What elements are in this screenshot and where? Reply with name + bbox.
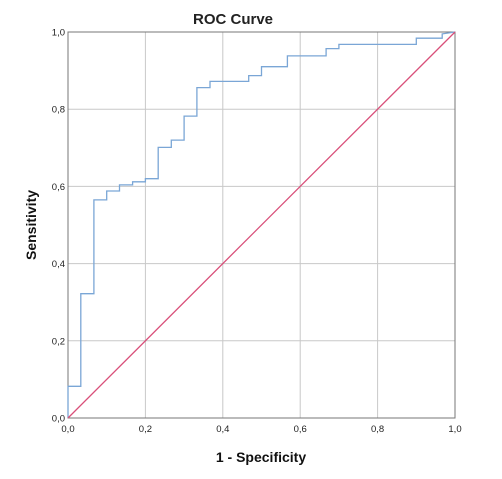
x-axis-title: 1 - Specificity <box>216 449 306 465</box>
x-tick-label: 0,6 <box>294 424 307 435</box>
plot-frame <box>67 31 456 419</box>
x-tick-label: 0,0 <box>61 424 74 435</box>
gridlines <box>68 32 455 418</box>
y-tick-label: 0,0 <box>52 414 65 425</box>
x-tick-label: 0,8 <box>371 424 384 435</box>
y-tick-label: 0,6 <box>52 182 65 193</box>
x-tick-label: 0,4 <box>216 424 229 435</box>
x-tick-label: 0,2 <box>139 424 152 435</box>
y-tick-label: 0,2 <box>52 336 65 347</box>
y-tick-label: 1,0 <box>52 28 65 39</box>
series-layer <box>67 31 456 419</box>
x-axis-ticks: 0,0 0,2 0,4 0,6 0,8 1,0 <box>61 424 461 435</box>
x-tick-label: 1,0 <box>448 424 461 435</box>
roc-curve-line <box>67 31 456 418</box>
y-tick-label: 0,8 <box>52 105 65 116</box>
reference-diagonal-line <box>67 31 456 419</box>
y-axis-title: Sensitivity <box>23 190 39 260</box>
chart-title: ROC Curve <box>193 11 273 28</box>
y-axis-ticks: 0,0 0,2 0,4 0,6 0,8 1,0 <box>52 28 65 425</box>
y-tick-label: 0,4 <box>52 259 65 270</box>
